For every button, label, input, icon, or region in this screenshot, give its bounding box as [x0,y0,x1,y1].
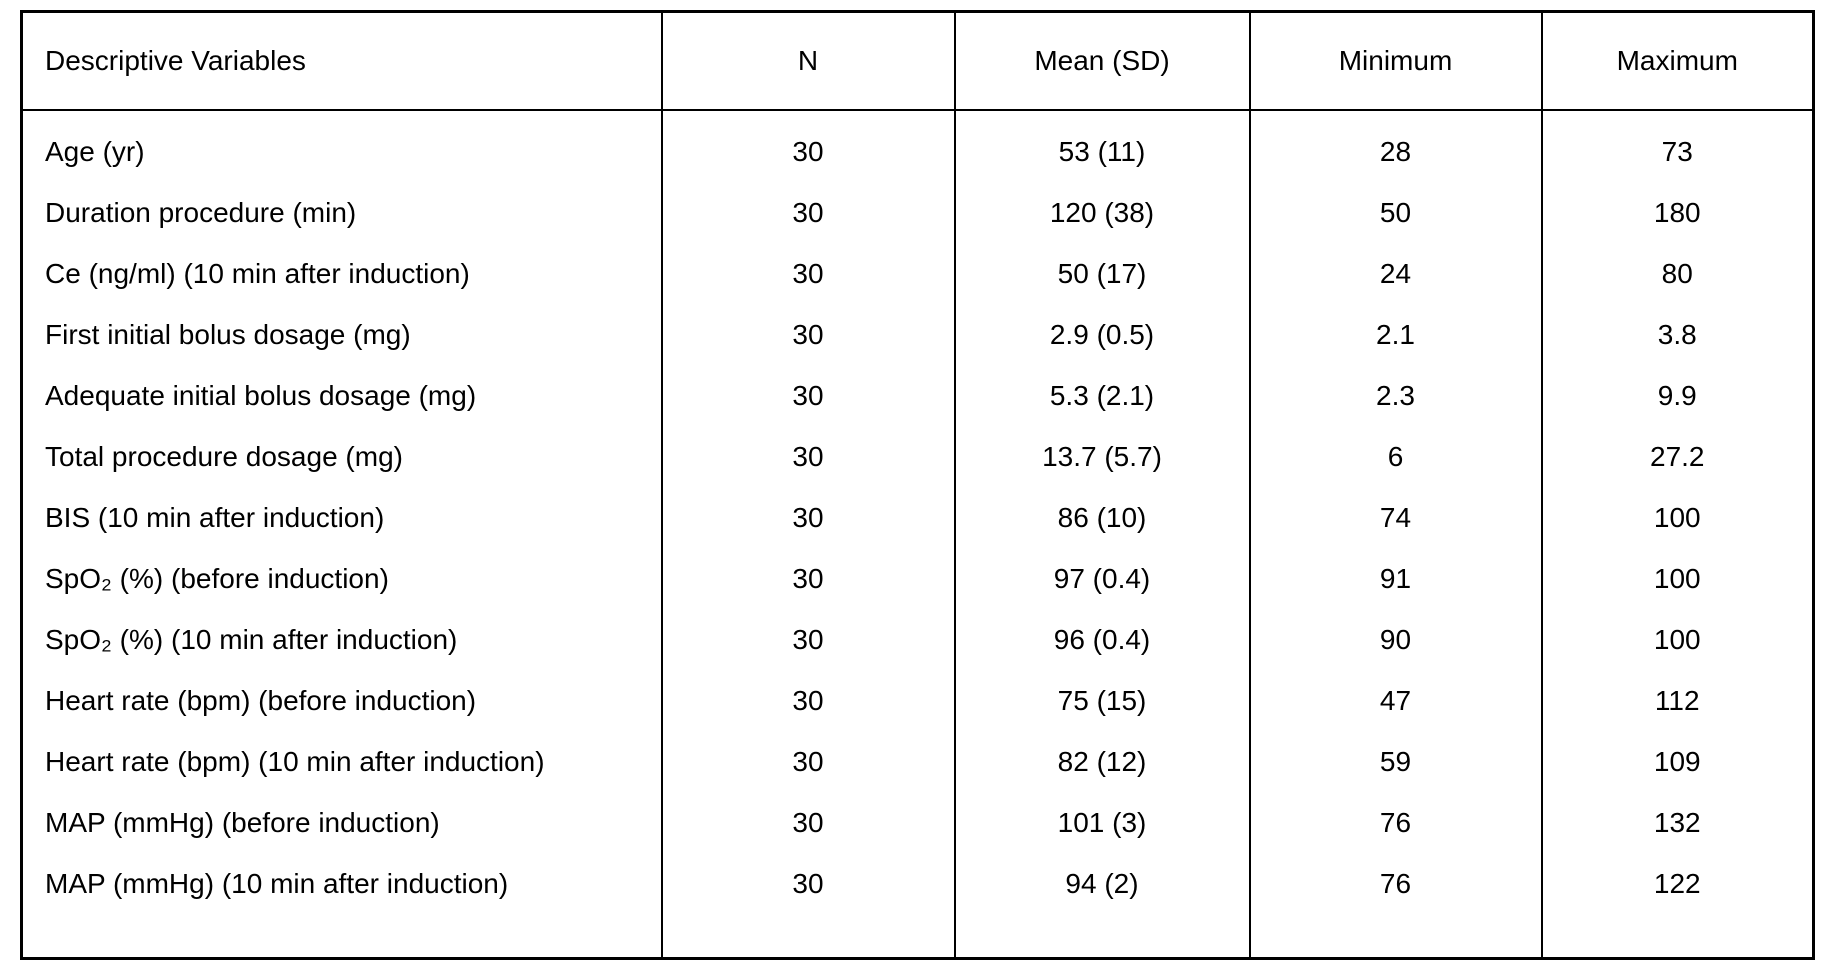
n-cell: 30 [660,853,955,915]
minimum-cell: 91 [1248,548,1542,610]
mean-sd-cell: 50 (17) [953,243,1250,305]
table-row: BIS (10 min after induction) 30 86 (10) 74 1… [22,487,1814,549]
column-header-descriptive-variables: Descriptive Variables [21,11,662,111]
table-row: Heart rate (bpm) (before induction) 30 75 … [22,670,1814,732]
mean-sd-cell: 96 (0.4) [953,609,1250,671]
descriptive-statistics-table-container: Descriptive Variables N Mean (SD) Minimu… [20,10,1815,960]
table-row: Total procedure dosage (mg) 30 13.7 (5.7) 6… [22,426,1814,488]
n-cell: 30 [660,731,955,793]
n-cell: 30 [660,548,955,610]
minimum-cell: 28 [1248,121,1542,183]
maximum-cell: 122 [1540,853,1814,915]
minimum-cell: 47 [1248,670,1542,732]
minimum-cell: 50 [1248,182,1542,244]
minimum-cell: 2.1 [1248,304,1542,366]
mean-sd-cell: 97 (0.4) [953,548,1250,610]
maximum-cell: 100 [1540,487,1814,549]
variable-cell: Ce (ng/ml) (10 min after induction) [45,258,470,289]
maximum-cell: 109 [1540,731,1814,793]
table-row: MAP (mmHg) (10 min after induction) 30 94 … [22,853,1814,915]
n-cell: 30 [660,426,955,488]
variable-cell: Heart rate (bpm) (before induction) [45,685,477,716]
variable-cell: MAP (mmHg) (10 min after induction) [45,868,509,899]
variable-cell: MAP (mmHg) (before induction) [45,807,440,838]
spacer-row-top [22,109,1814,122]
column-header-minimum: Minimum [1248,11,1542,111]
variable-cell: Age (yr) [45,136,145,167]
minimum-cell: 2.3 [1248,365,1542,427]
mean-sd-cell: 2.9 (0.5) [953,304,1250,366]
variable-cell: Total procedure dosage (mg) [45,441,403,472]
table-row: Ce (ng/ml) (10 min after induction) 30 50 … [22,243,1814,305]
maximum-cell: 100 [1540,609,1814,671]
maximum-cell: 80 [1540,243,1814,305]
maximum-cell: 180 [1540,182,1814,244]
mean-sd-cell: 86 (10) [953,487,1250,549]
n-cell: 30 [660,182,955,244]
mean-sd-cell: 53 (11) [953,121,1250,183]
n-cell: 30 [660,609,955,671]
minimum-cell: 24 [1248,243,1542,305]
minimum-cell: 76 [1248,792,1542,854]
mean-sd-cell: 120 (38) [953,182,1250,244]
minimum-cell: 59 [1248,731,1542,793]
table-body: Age (yr) 30 53 (11) 28 73 Duration procedure … [22,109,1814,959]
table-row: Heart rate (bpm) (10 min after induction… [22,731,1814,793]
maximum-cell: 100 [1540,548,1814,610]
maximum-cell: 132 [1540,792,1814,854]
variable-cell: First initial bolus dosage (mg) [45,319,411,350]
table-row: SpO₂ (%) (before induction) 30 97 (0.4) 91 1… [22,548,1814,610]
descriptive-statistics-table: Descriptive Variables N Mean (SD) Minimu… [20,10,1815,960]
maximum-cell: 9.9 [1540,365,1814,427]
variable-cell: Duration procedure (min) [45,197,357,228]
column-header-maximum: Maximum [1540,11,1814,111]
mean-sd-cell: 13.7 (5.7) [953,426,1250,488]
column-header-n: N [660,11,955,111]
spacer-row-bottom [22,914,1814,959]
variable-cell: SpO₂ (%) (before induction) [45,563,389,594]
minimum-cell: 90 [1248,609,1542,671]
variable-cell: BIS (10 min after induction) [45,502,385,533]
n-cell: 30 [660,304,955,366]
table-row: Duration procedure (min) 30 120 (38) 50 180 [22,182,1814,244]
maximum-cell: 73 [1540,121,1814,183]
n-cell: 30 [660,243,955,305]
minimum-cell: 6 [1248,426,1542,488]
n-cell: 30 [660,792,955,854]
mean-sd-cell: 5.3 (2.1) [953,365,1250,427]
n-cell: 30 [660,365,955,427]
table-row: First initial bolus dosage (mg) 30 2.9 (0.… [22,304,1814,366]
table-row: Adequate initial bolus dosage (mg) 30 5.3 … [22,365,1814,427]
table-row: MAP (mmHg) (before induction) 30 101 (3) 76… [22,792,1814,854]
variable-cell: SpO₂ (%) (10 min after induction) [45,624,458,655]
mean-sd-cell: 82 (12) [953,731,1250,793]
mean-sd-cell: 101 (3) [953,792,1250,854]
n-cell: 30 [660,487,955,549]
table-row: SpO₂ (%) (10 min after induction) 30 96 (0… [22,609,1814,671]
n-cell: 30 [660,121,955,183]
minimum-cell: 74 [1248,487,1542,549]
mean-sd-cell: 94 (2) [953,853,1250,915]
mean-sd-cell: 75 (15) [953,670,1250,732]
maximum-cell: 3.8 [1540,304,1814,366]
table-header-row: Descriptive Variables N Mean (SD) Minimu… [21,11,1814,111]
table-row: Age (yr) 30 53 (11) 28 73 [22,121,1814,183]
variable-cell: Heart rate (bpm) (10 min after induction… [45,746,545,777]
column-header-mean-sd: Mean (SD) [953,11,1250,111]
maximum-cell: 27.2 [1540,426,1814,488]
minimum-cell: 76 [1248,853,1542,915]
variable-cell: Adequate initial bolus dosage (mg) [45,380,477,411]
maximum-cell: 112 [1540,670,1814,732]
n-cell: 30 [660,670,955,732]
